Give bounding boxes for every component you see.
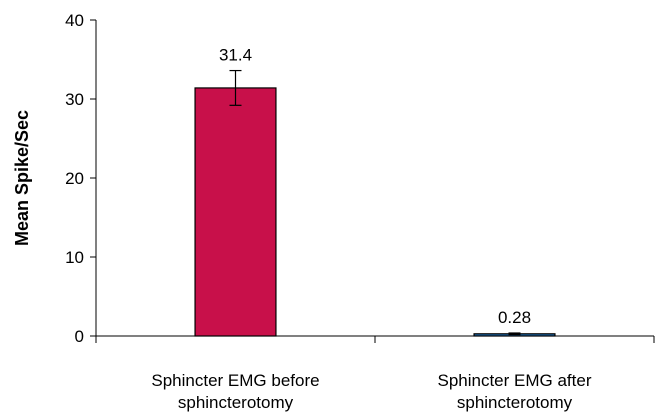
x-category-label-line: Sphincter EMG before [151,371,319,390]
y-tick-label: 10 [65,248,84,267]
y-tick-label: 40 [65,11,84,30]
x-category-label-line: Sphincter EMG after [437,371,591,390]
y-tick-label: 20 [65,169,84,188]
x-category-label: Sphincter EMG before sphincterotomy [151,371,319,412]
x-category-label-line: sphincterotomy [178,393,294,412]
bar [194,87,277,337]
y-ticks: 0 10 20 30 40 [65,11,96,346]
y-axis-title: Mean Spike/Sec [12,110,32,246]
data-label: 0.28 [498,308,531,327]
x-category-label: Sphincter EMG after sphincterotomy [437,371,591,412]
category-labels: Sphincter EMG before sphincterotomySphinc… [151,371,591,412]
y-axis: 0 10 20 30 40 [65,11,97,346]
x-ticks [95,336,655,343]
y-tick-label: 30 [65,90,84,109]
x-axis [95,335,655,343]
y-tick-label: 0 [75,327,84,346]
x-category-label-line: sphincterotomy [457,393,573,412]
data-label: 31.4 [219,46,252,65]
bars: 31.4 0.28 [194,46,556,337]
